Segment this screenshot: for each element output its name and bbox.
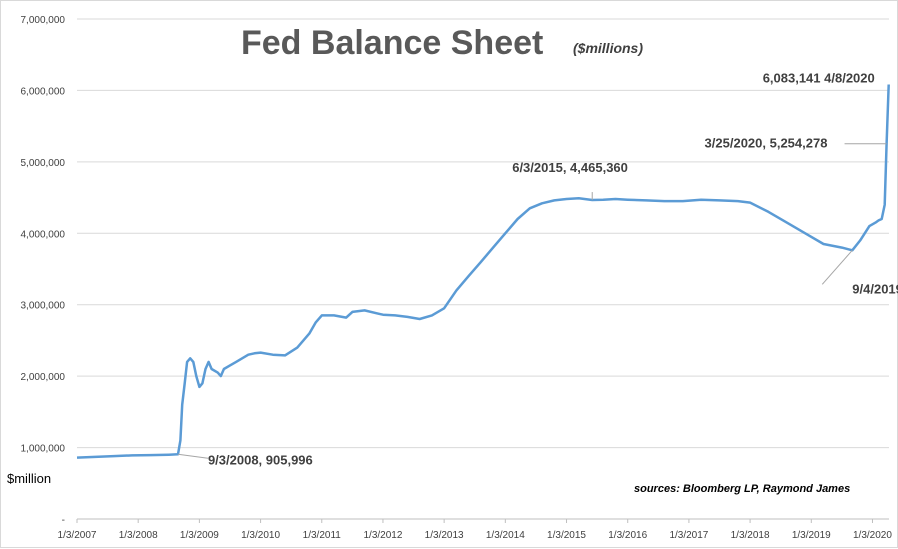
chart-subtitle: ($millions) — [573, 40, 643, 56]
data-annotation-label: 9/3/2008, 905,996 — [208, 452, 313, 467]
x-tick-label: 1/3/2019 — [792, 530, 831, 541]
chart-title: Fed Balance Sheet — [241, 24, 543, 62]
x-tick-label: 1/3/2012 — [363, 530, 402, 541]
x-tick-label: 1/3/2020 — [853, 530, 892, 541]
y-tick-label: - — [62, 515, 65, 526]
x-tick-label: 1/3/2014 — [486, 530, 525, 541]
y-tick-label: 3,000,000 — [21, 301, 66, 312]
x-tick-label: 1/3/2013 — [425, 530, 464, 541]
y-tick-label: 4,000,000 — [21, 229, 66, 240]
x-tick-label: 1/3/2010 — [241, 530, 280, 541]
x-tick-label: 1/3/2018 — [731, 530, 770, 541]
y-tick-label: 7,000,000 — [21, 15, 66, 26]
x-tick-label: 1/3/2009 — [180, 530, 219, 541]
x-tick-label: 1/3/2017 — [669, 530, 708, 541]
x-tick-label: 1/3/2016 — [608, 530, 647, 541]
y-tick-label: 5,000,000 — [21, 158, 66, 169]
balance-sheet-series-line — [76, 84, 890, 459]
annotation-leader-line — [821, 249, 853, 285]
data-annotation-label: 6/3/2015, 4,465,360 — [512, 160, 628, 175]
annotation-leader-line — [177, 453, 209, 459]
data-annotation-label: 6,083,141 4/8/2020 — [763, 70, 875, 85]
y-axis-label: $million — [7, 471, 51, 486]
x-tick-label: 1/3/2011 — [303, 530, 342, 541]
data-annotation-label: 3/25/2020, 5,254,278 — [705, 136, 828, 151]
y-tick-label: 1,000,000 — [21, 444, 66, 455]
y-tick-label: 2,000,000 — [21, 372, 66, 383]
x-tick-label: 1/3/2007 — [58, 530, 97, 541]
data-annotation-label: 9/4/2019, 3,761,508 — [852, 281, 898, 296]
x-tick-label: 1/3/2008 — [119, 530, 158, 541]
x-tick-label: 1/3/2015 — [547, 530, 586, 541]
y-tick-label: 6,000,000 — [21, 86, 66, 97]
source-note: sources: Bloomberg LP, Raymond James — [634, 483, 850, 495]
